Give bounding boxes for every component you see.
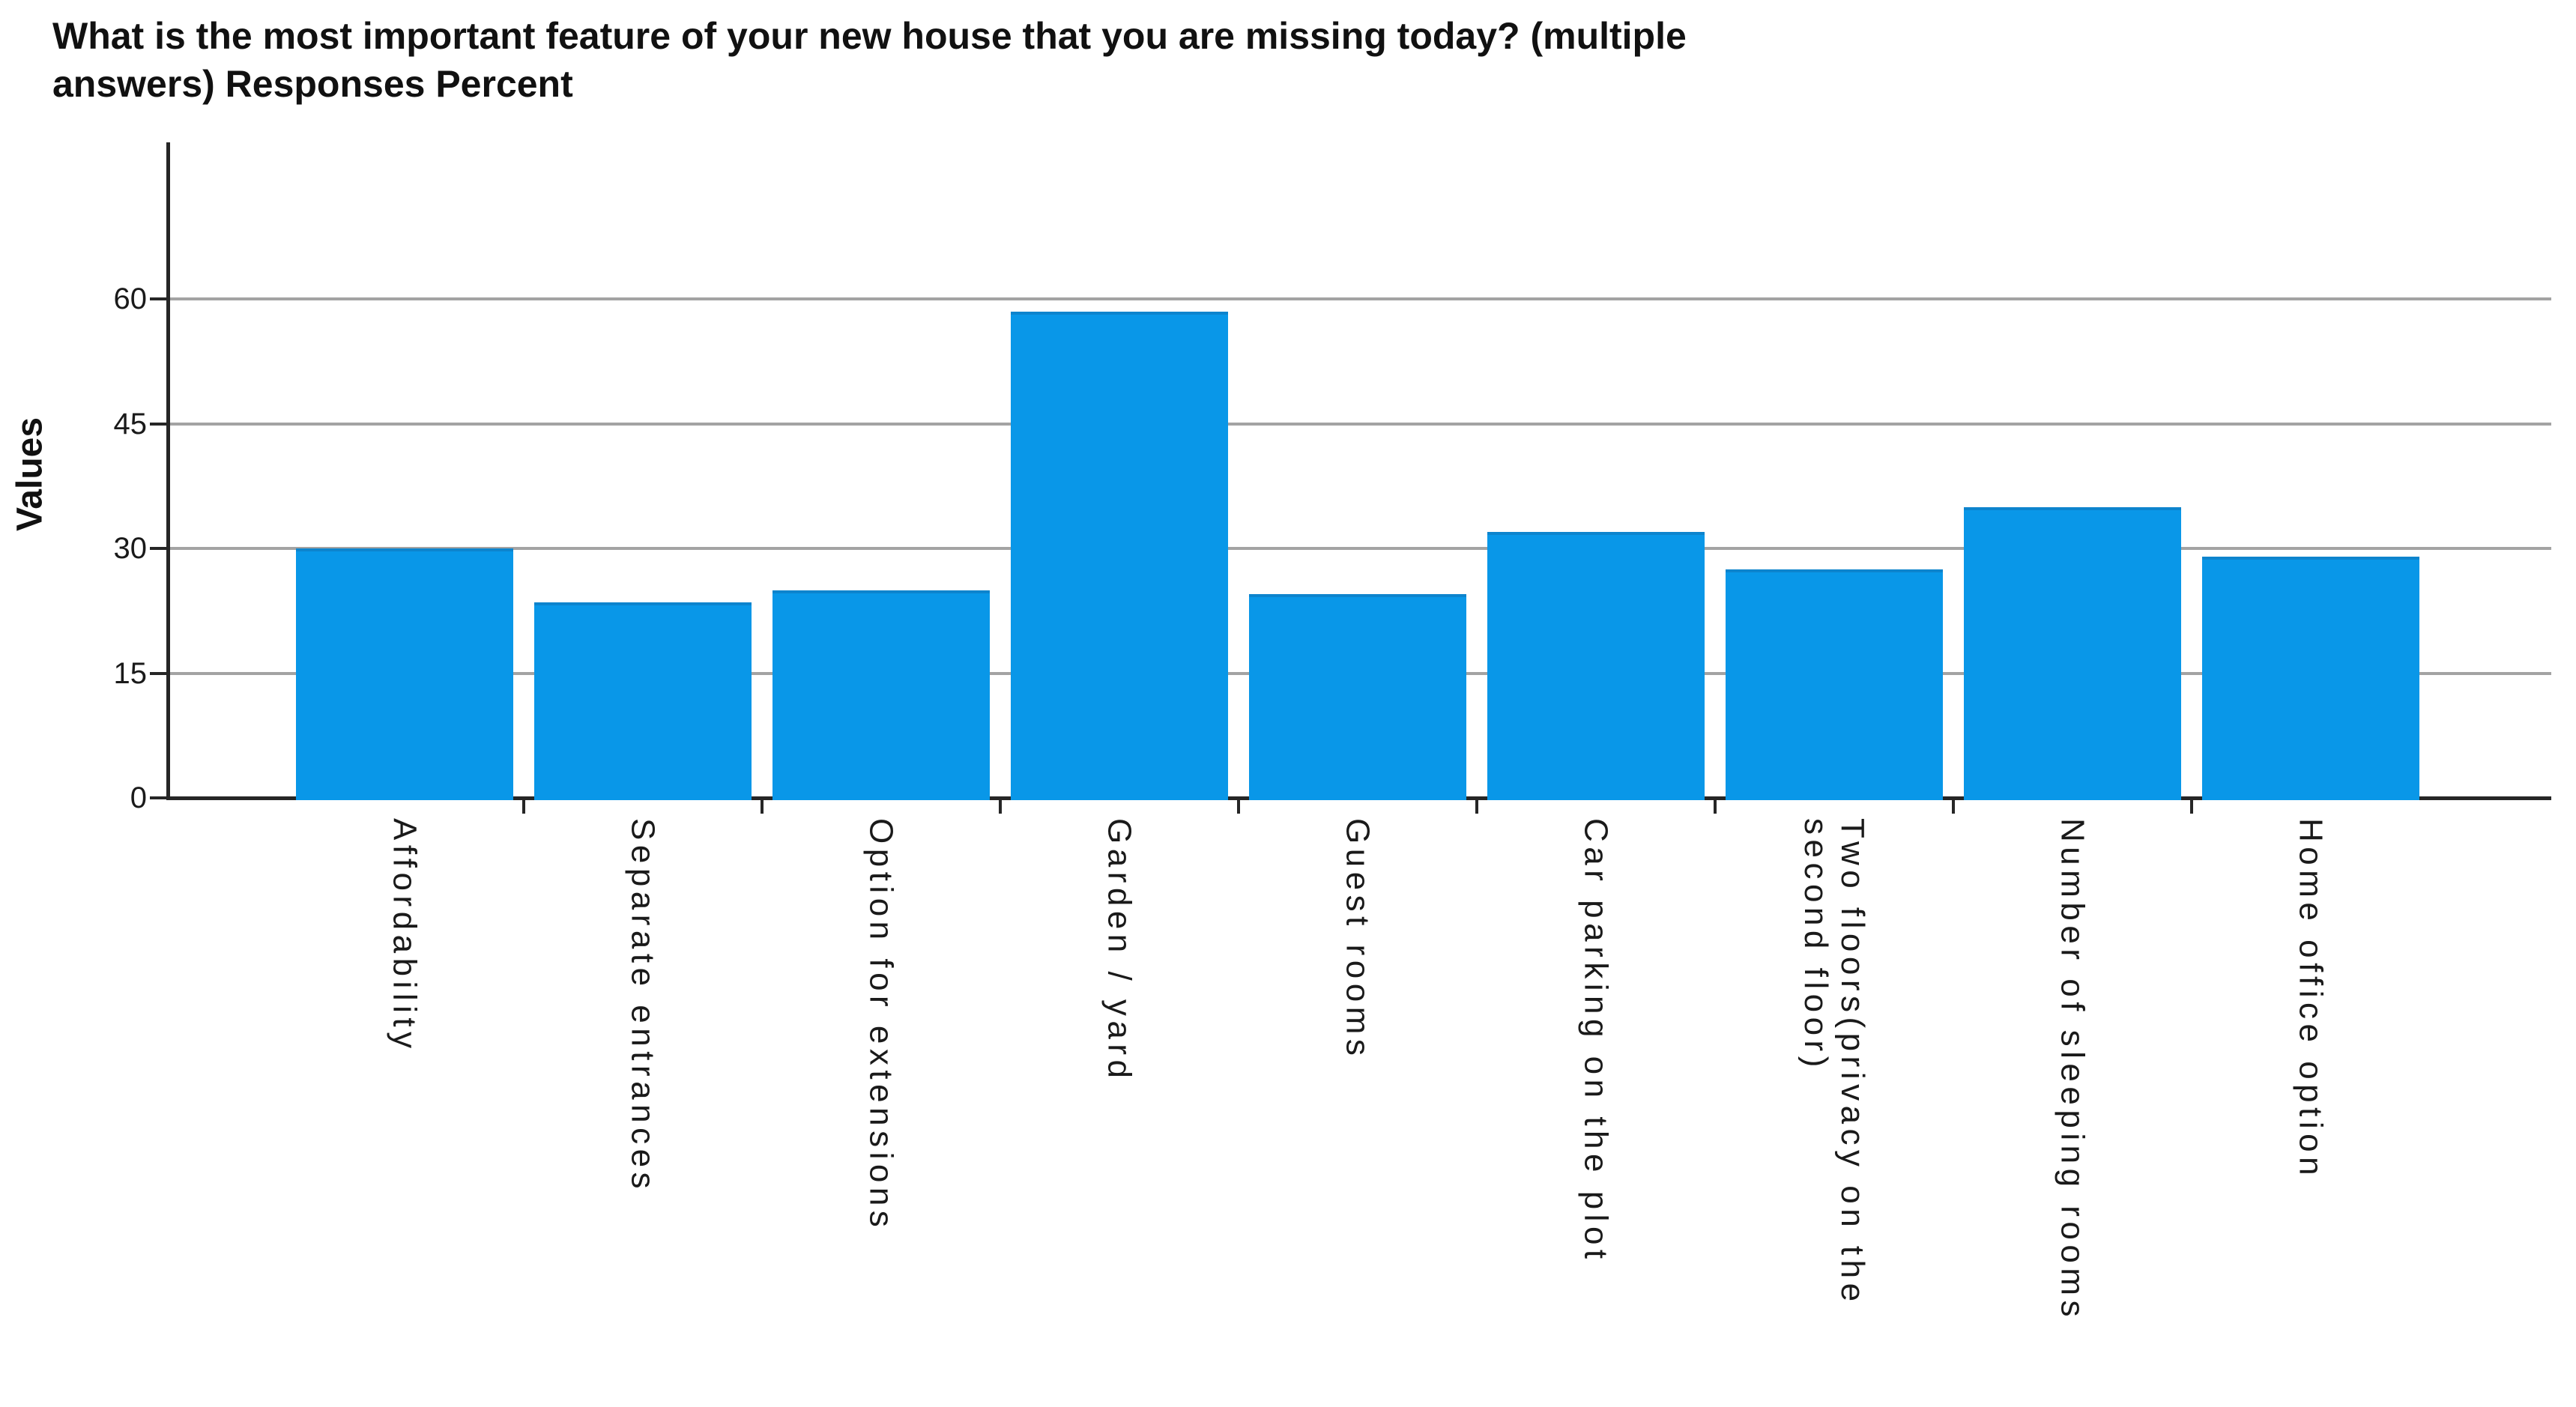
bar-7	[1726, 569, 1943, 800]
x-axis-label-text: Affordability	[386, 818, 423, 1053]
x-axis-tick-8	[2190, 799, 2193, 814]
y-tick-label-15: 15	[113, 656, 148, 690]
bar-5	[1249, 594, 1466, 800]
x-axis-tick-4	[1237, 799, 1240, 814]
x-axis-tick-6	[1714, 799, 1717, 814]
x-axis-tick-1	[522, 799, 525, 814]
bar-1	[296, 548, 513, 800]
x-axis-tick-5	[1475, 799, 1478, 814]
y-tick-label-60: 60	[113, 282, 148, 315]
x-axis-tick-7	[1952, 799, 1955, 814]
y-axis-tick-15	[150, 671, 168, 675]
x-axis-label-text: Number of sleeping rooms	[2054, 818, 2091, 1322]
x-axis-tick-2	[761, 799, 764, 814]
y-axis-tick-45	[150, 422, 168, 426]
bar-8	[1964, 506, 2181, 800]
x-axis-label-text: Separate entrances	[624, 818, 662, 1194]
x-axis-label-text: Garden / yard	[1101, 818, 1138, 1083]
bar-6	[1487, 531, 1705, 800]
y-tick-label-0: 0	[130, 781, 147, 814]
gridline-60	[168, 297, 2551, 300]
bar-9	[2202, 557, 2419, 800]
chart-title-line1: What is the most important feature of yo…	[52, 15, 1687, 57]
x-axis-label-text: Home office option	[2292, 818, 2329, 1181]
y-tick-label-30: 30	[113, 532, 148, 565]
x-axis-label-text: Car parking on the plot	[1577, 818, 1615, 1264]
x-axis-label-text: Option for extensions	[862, 818, 900, 1232]
chart-title-line2: answers) Responses Percent	[52, 63, 573, 105]
x-axis-label-text: Guest rooms	[1339, 818, 1376, 1061]
gridline-45	[168, 422, 2551, 426]
bar-2	[534, 602, 752, 800]
y-axis-tick-60	[150, 297, 168, 300]
y-axis-line	[166, 142, 170, 800]
y-axis-tick-30	[150, 547, 168, 550]
gridline-30	[168, 547, 2551, 550]
bar-4	[1011, 311, 1228, 800]
bar-3	[773, 590, 990, 800]
x-axis-tick-3	[999, 799, 1002, 814]
y-tick-label-45: 45	[113, 407, 148, 441]
y-axis-tick-0	[150, 796, 168, 799]
x-axis-label-text: Two floors(privacy on the second floor)	[1798, 818, 1871, 1307]
chart-title: What is the most important feature of yo…	[52, 12, 1687, 108]
